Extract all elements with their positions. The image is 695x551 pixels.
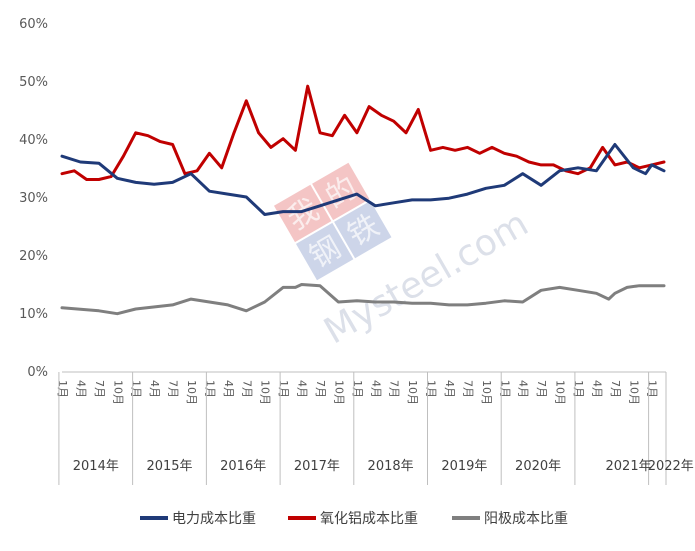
- y-axis: 0% 10% 20% 30% 40% 50% 60%: [19, 17, 48, 380]
- x-tick-label: 1月: [277, 380, 290, 398]
- legend-label-alumina: 氧化铝成本比重: [320, 511, 418, 527]
- legend-label-anode: 阳极成本比重: [484, 511, 568, 527]
- year-label: 2017年: [294, 459, 340, 474]
- x-tick-label: 1月: [498, 380, 511, 398]
- x-tick-label: 7月: [461, 380, 474, 398]
- x-tick-label: 7月: [535, 380, 548, 398]
- year-label: 2016年: [220, 459, 266, 474]
- y-tick-label: 50%: [19, 75, 48, 90]
- x-tick-label: 10月: [480, 380, 493, 405]
- x-tick-label: 4月: [590, 380, 603, 398]
- x-tick-label: 4月: [369, 380, 382, 398]
- x-tick-label: 4月: [74, 380, 87, 398]
- watermark: 我 的 钢 铁 Mysteel.com: [273, 162, 535, 352]
- year-label: 2021年: [606, 459, 652, 474]
- x-tick-label: 4月: [443, 380, 456, 398]
- x-tick-label: 4月: [517, 380, 530, 398]
- x-tick-label: 7月: [314, 380, 327, 398]
- x-tick-label: 1月: [130, 380, 143, 398]
- x-tick-label: 7月: [240, 380, 253, 398]
- y-tick-label: 30%: [19, 191, 48, 206]
- y-tick-label: 0%: [27, 365, 48, 380]
- y-tick-label: 60%: [19, 17, 48, 32]
- legend-item: 电力成本比重: [140, 511, 256, 527]
- x-tick-label: 4月: [148, 380, 161, 398]
- x-tick-label: 1月: [351, 380, 364, 398]
- x-tick-label: 1月: [56, 380, 69, 398]
- x-tick-label: 7月: [609, 380, 622, 398]
- y-tick-label: 10%: [19, 307, 48, 322]
- x-tick-label: 10月: [332, 380, 345, 405]
- x-tick-label: 10月: [185, 380, 198, 405]
- legend-label-electricity: 电力成本比重: [172, 511, 256, 527]
- x-tick-label: 4月: [222, 380, 235, 398]
- year-label: 2020年: [515, 459, 561, 474]
- legend: 电力成本比重 氧化铝成本比重 阳极成本比重: [140, 511, 568, 527]
- x-tick-label: 7月: [388, 380, 401, 398]
- x-tick-label: 10月: [627, 380, 640, 405]
- year-label: 2022年: [648, 459, 694, 474]
- x-tick-label: 7月: [167, 380, 180, 398]
- x-tick-label: 4月: [296, 380, 309, 398]
- year-label: 2015年: [146, 459, 192, 474]
- watermark-logo-cell: [334, 200, 392, 259]
- series-line: [60, 84, 666, 181]
- watermark-logo-cell: [295, 222, 354, 281]
- year-label: 2018年: [368, 459, 414, 474]
- x-tick-label: 1月: [425, 380, 438, 398]
- x-tick-label: 10月: [554, 380, 567, 405]
- series-layer: [60, 84, 666, 316]
- x-axis: 1月 4月 7月 10月 1月 4月 7月 10月 1月 4月 7月 10月 1月 4月 7月 10月 1月 4月…: [56, 371, 694, 485]
- legend-item: 阳极成本比重: [452, 511, 568, 527]
- year-label: 2014年: [73, 459, 119, 474]
- x-tick-label: 1月: [572, 380, 585, 398]
- x-tick-label: 1月: [646, 380, 659, 398]
- y-tick-label: 20%: [19, 249, 48, 264]
- legend-item: 氧化铝成本比重: [288, 511, 418, 527]
- series-line: [60, 283, 666, 316]
- y-tick-label: 40%: [19, 133, 48, 148]
- x-tick-label: 10月: [259, 380, 272, 405]
- year-label: 2019年: [441, 459, 487, 474]
- x-tick-label: 10月: [406, 380, 419, 405]
- x-tick-label: 10月: [111, 380, 124, 405]
- series-line: [60, 143, 666, 216]
- x-tick-label: 1月: [203, 380, 216, 398]
- watermark-logo-cell: [312, 162, 370, 221]
- watermark-logo-cell: [273, 184, 332, 243]
- x-tick-label: 7月: [93, 380, 106, 398]
